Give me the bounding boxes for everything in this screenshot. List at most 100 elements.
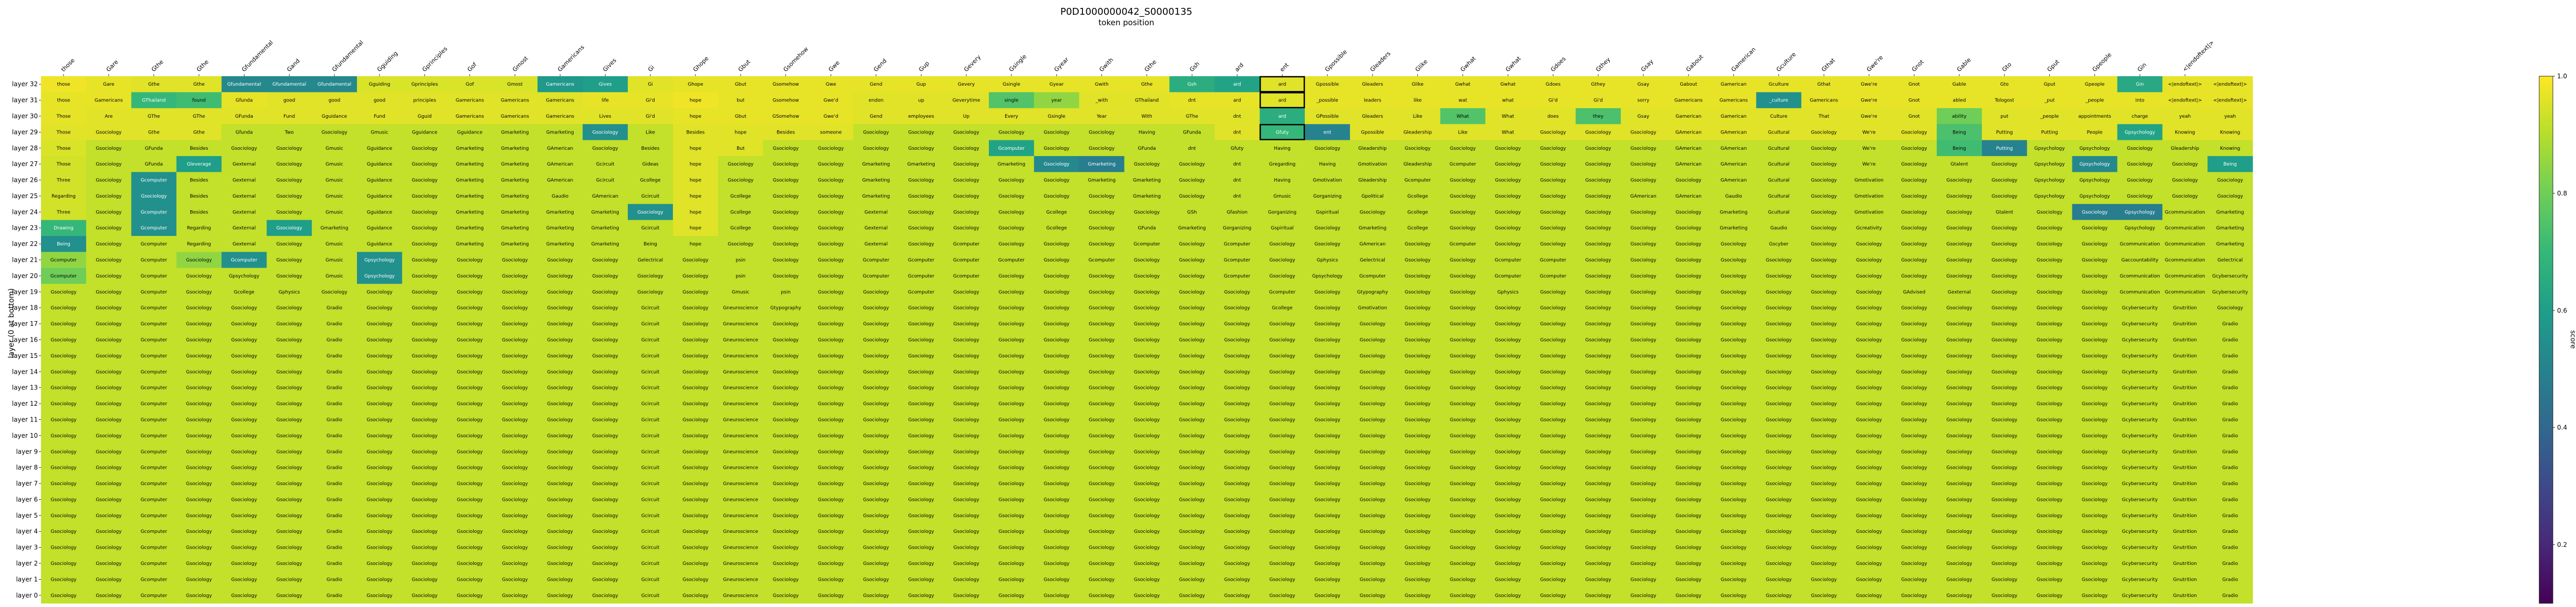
cell-label: Gmarketing	[998, 162, 1026, 167]
heatmap-cell	[1576, 124, 1621, 140]
cell-label: Gin	[2136, 82, 2144, 87]
heatmap-cell	[1214, 76, 1260, 92]
cell-label: Gsociology	[1766, 449, 1792, 455]
cell-label: Gmusic	[325, 162, 343, 167]
cell-label: Gsociology	[1675, 593, 1702, 599]
cell-label: Gsociology	[502, 434, 528, 439]
heatmap-cell	[1440, 108, 1486, 125]
cell-label: Gneuroscience	[723, 369, 758, 375]
chart-title: P0D1000000042_S0000135	[1060, 6, 1193, 17]
y-tick-label: layer 14	[12, 368, 38, 375]
cell-label: Gthe	[193, 130, 205, 135]
cell-label: Gsociology	[1585, 290, 1611, 295]
cell-label: Gsociology	[1901, 434, 1927, 439]
cell-label: Lives	[599, 114, 611, 119]
cell-label: Gpossible	[1316, 82, 1339, 87]
cell-label: Gsociology	[1224, 561, 1251, 567]
cell-label: Gsociology	[2082, 449, 2108, 455]
cell-label: Gsociology	[908, 242, 935, 247]
cell-label: Gsociology	[1359, 561, 1386, 567]
cell-label: Gsociology	[1675, 434, 1702, 439]
cell-label: Gcollege	[1272, 306, 1293, 311]
cell-label: Gsociology	[1044, 593, 1070, 599]
x-tick-label: Gmost	[511, 55, 529, 73]
cell-label: Gsociology	[1585, 369, 1611, 375]
heatmap-cell	[221, 108, 267, 125]
heatmap-cell	[1260, 92, 1305, 109]
cell-label: Gsociology	[1134, 593, 1160, 599]
cell-label: Gsociology	[998, 290, 1025, 295]
cell-label: Gsociology	[1901, 466, 1927, 471]
y-tick-label: layer 8	[16, 464, 38, 471]
cell-label: Gneuroscience	[723, 417, 758, 423]
cell-label: Gsociology	[457, 386, 483, 391]
colorbar-tick-label: 0.4	[2557, 424, 2567, 431]
cell-label: Gorganizing	[1268, 210, 1296, 215]
cell-label: Gsociology	[1044, 146, 1070, 151]
heatmap-cell	[1485, 156, 1531, 172]
cell-label: Gsociology	[1630, 481, 1657, 487]
y-tick-label: layer 24	[12, 208, 38, 215]
cell-label: Gsociology	[1134, 322, 1160, 327]
cell-label: Gsociology	[1224, 497, 1251, 502]
cell-label: Gleadership	[1358, 146, 1387, 151]
y-tick-label: layer 0	[16, 592, 38, 599]
cell-label: Gsociology	[1811, 242, 1837, 247]
cell-label: Gsociology	[1405, 529, 1431, 534]
heatmap-cell	[1305, 156, 1351, 172]
heatmap-cell	[1485, 92, 1531, 109]
heatmap-cell	[1440, 124, 1486, 140]
cell-label: Gsociology	[1766, 434, 1792, 439]
cell-label: Gsociology	[231, 497, 258, 502]
heatmap-cell	[628, 124, 673, 140]
cell-label: Gsociology	[2172, 178, 2199, 183]
cell-label: Gsociology	[863, 290, 890, 295]
cell-label: Gsociology	[1224, 338, 1251, 343]
cell-label: Gsociology	[2037, 306, 2063, 311]
heatmap-cell	[944, 172, 989, 189]
cell-label: Gsociology	[1766, 322, 1792, 327]
heatmap-cell	[944, 108, 989, 125]
cell-label: GAmerican	[1359, 242, 1386, 247]
cell-label: Gculture	[1769, 82, 1789, 87]
cell-label: Gprinciples	[412, 82, 438, 87]
y-tick-label: layer 16	[12, 336, 38, 344]
cell-label: Gsociology	[773, 338, 799, 343]
cell-label: Gamerican	[1721, 82, 1746, 87]
cell-label: Gsociology	[1179, 162, 1205, 167]
cell-label: Gcomputer	[140, 402, 167, 407]
cell-label: Gsociology	[1585, 258, 1611, 263]
cell-label: Gsociology	[231, 146, 258, 151]
cell-label: Gsociology	[277, 194, 303, 199]
cell-label: Gsociology	[96, 402, 122, 407]
cell-label: Gsociology	[1811, 162, 1837, 167]
cell-label: Gsociology	[1585, 178, 1611, 183]
heatmap-cell	[1034, 156, 1080, 172]
cell-label: Gsociology	[366, 417, 393, 423]
cell-label: Gsociology	[1269, 338, 1295, 343]
heatmap-cell	[853, 92, 899, 109]
cell-label: Gsociology	[1224, 322, 1251, 327]
cell-label: Gsociology	[1224, 402, 1251, 407]
cell-label: ard	[1279, 82, 1286, 87]
cell-label: Gradio	[2222, 466, 2238, 471]
cell-label: Gsociology	[1766, 258, 1792, 263]
cell-label: Gsociology	[682, 466, 709, 471]
cell-label: Gradio	[2222, 577, 2238, 582]
heatmap-cell	[1169, 76, 1215, 92]
cell-label: _put	[2044, 98, 2055, 104]
cell-label: Gleadership	[2171, 146, 2199, 151]
heatmap-cell	[131, 92, 177, 109]
cell-label: Gcomputer	[1540, 274, 1567, 279]
cell-label: Gradio	[2222, 417, 2238, 423]
cell-label: Gsociology	[1450, 513, 1476, 519]
cell-label: Gsociology	[96, 577, 122, 582]
cell-label: Gsociology	[1856, 369, 1883, 375]
cell-label: Gsociology	[1089, 226, 1115, 231]
cell-label: Gsociology	[2037, 481, 2063, 487]
cell-label: Gsociology	[1269, 497, 1295, 502]
heatmap-cell	[763, 108, 809, 125]
heatmap-cell	[808, 92, 854, 109]
cell-label: Gsociology	[1946, 178, 1972, 183]
cell-label: Gsociology	[682, 417, 709, 423]
